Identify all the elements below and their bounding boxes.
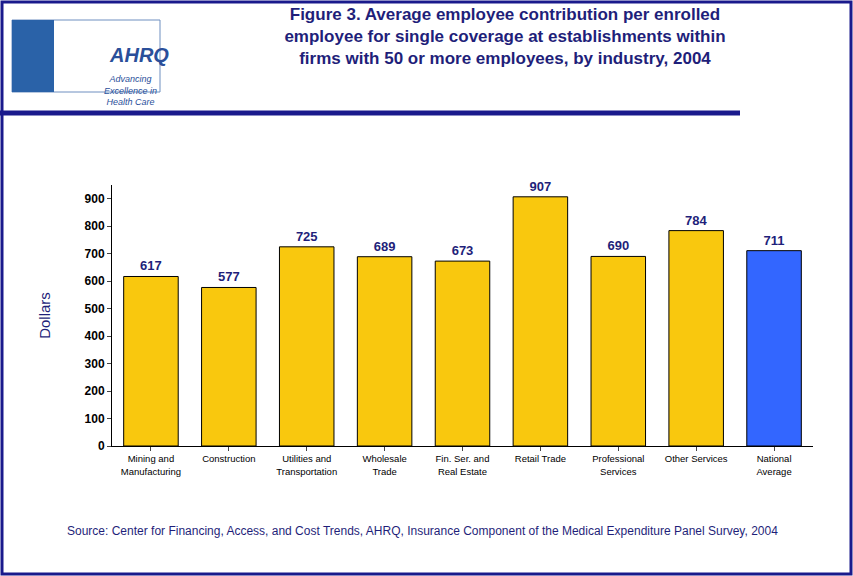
svg-text:907: 907	[530, 179, 552, 194]
svg-text:700: 700	[85, 247, 105, 261]
svg-text:725: 725	[296, 229, 318, 244]
svg-text:784: 784	[685, 213, 707, 228]
svg-text:WholesaleTrade: WholesaleTrade	[362, 453, 406, 476]
svg-text:Figure 3. Average employee con: Figure 3. Average employee contribution …	[284, 5, 725, 68]
svg-text:800: 800	[85, 219, 105, 233]
svg-text:617: 617	[140, 258, 162, 273]
svg-text:Retail Trade: Retail Trade	[515, 453, 566, 464]
svg-text:711: 711	[764, 233, 785, 248]
svg-text:Construction: Construction	[202, 453, 255, 464]
svg-text:673: 673	[452, 243, 474, 258]
svg-text:200: 200	[85, 384, 105, 398]
svg-text:500: 500	[85, 302, 105, 316]
svg-text:Mining andManufacturing: Mining andManufacturing	[121, 453, 181, 476]
svg-text:Fin. Ser. andReal Estate: Fin. Ser. andReal Estate	[436, 453, 490, 476]
svg-text:AHRQ: AHRQ	[109, 44, 169, 66]
svg-text:300: 300	[85, 357, 105, 371]
svg-text:Other Services: Other Services	[665, 453, 728, 464]
svg-text:400: 400	[85, 329, 105, 343]
svg-text:Dollars: Dollars	[36, 292, 53, 339]
svg-text:ProfessionalServices: ProfessionalServices	[592, 453, 644, 476]
svg-text:689: 689	[374, 239, 396, 254]
svg-text:600: 600	[85, 274, 105, 288]
svg-text:690: 690	[607, 238, 629, 253]
svg-text:900: 900	[85, 192, 105, 206]
svg-text:Source: Center for Financing,: Source: Center for Financing, Access, an…	[67, 524, 778, 538]
svg-text:100: 100	[85, 412, 105, 426]
svg-text:NationalAverage: NationalAverage	[756, 453, 791, 476]
svg-text:AdvancingExcellence inHealth C: AdvancingExcellence inHealth Care	[104, 74, 157, 107]
svg-text:0: 0	[98, 439, 105, 453]
svg-text:Utilities andTransportation: Utilities andTransportation	[276, 453, 337, 476]
svg-text:577: 577	[218, 269, 240, 284]
